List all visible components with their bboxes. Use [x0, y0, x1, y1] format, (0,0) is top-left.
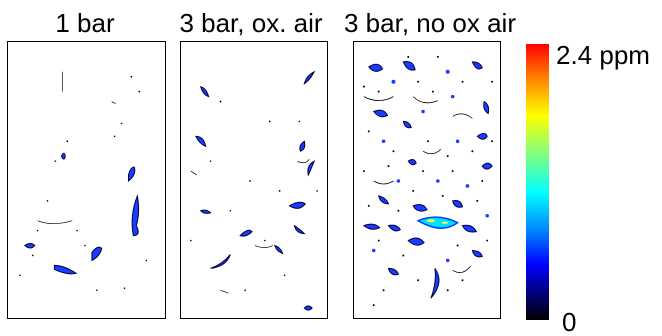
panel-title-3: 3 bar, no ox air [344, 8, 516, 38]
panel-3-map [362, 55, 494, 307]
colorbar-max-label: 2.4 ppm [556, 40, 650, 70]
colorbar-min-label: 0 [562, 307, 577, 336]
panel-3-bar-no-ox-air [353, 41, 501, 319]
panel-1-map [19, 71, 148, 291]
panel-1-bar [7, 41, 166, 319]
panel-2-map [190, 70, 318, 311]
panel-title-1: 1 bar [55, 8, 115, 38]
panel-title-2: 3 bar, ox. air [179, 8, 323, 38]
colorbar [526, 44, 549, 320]
panel-3-bar-ox-air [180, 41, 328, 319]
